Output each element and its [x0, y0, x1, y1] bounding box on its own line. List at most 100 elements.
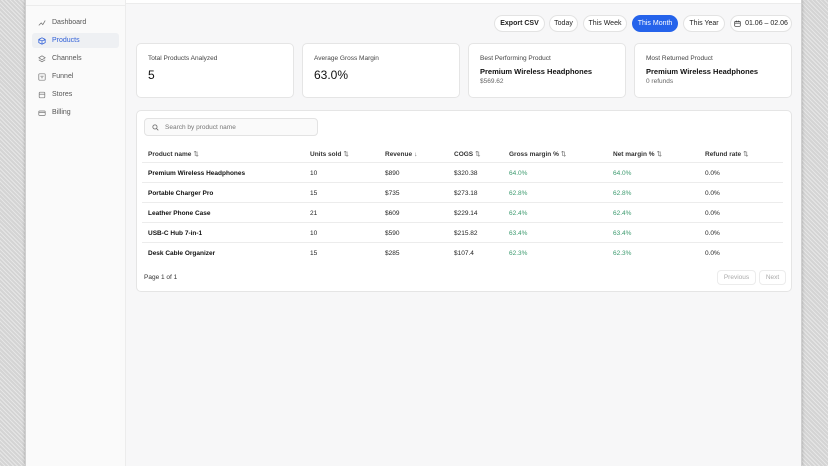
- sidebar-item-label: Billing: [52, 109, 71, 116]
- sidebar-item-billing[interactable]: Billing: [32, 105, 119, 120]
- card-subtext: $569.62: [480, 78, 504, 85]
- next-page-button[interactable]: Next: [759, 270, 786, 285]
- header-divider: [142, 162, 783, 163]
- column-label: Revenue: [385, 150, 413, 158]
- pagination-info: Page 1 of 1: [144, 274, 178, 281]
- column-header-net-margin[interactable]: Net margin % ⇅: [613, 149, 662, 159]
- sidebar-item-channels[interactable]: Channels: [32, 51, 119, 66]
- layers-icon: [38, 54, 46, 62]
- cell-revenue: $890: [385, 169, 400, 177]
- cell-cogs: $273.18: [454, 189, 478, 197]
- cell-net-margin: 62.8%: [613, 189, 632, 197]
- funnel-icon: [38, 72, 46, 81]
- stat-card-best-product: Best Performing Product Premium Wireless…: [468, 43, 626, 98]
- search-input[interactable]: [165, 123, 305, 131]
- stat-card-most-returned: Most Returned Product Premium Wireless H…: [634, 43, 792, 98]
- column-header-product-name[interactable]: Product name ⇅: [148, 149, 199, 159]
- column-label: Product name: [148, 150, 192, 158]
- cell-refund-rate: 0.0%: [705, 229, 720, 237]
- sidebar-item-label: Stores: [52, 91, 73, 98]
- sidebar-item-dashboard[interactable]: Dashboard: [32, 15, 119, 30]
- table-row[interactable]: USB-C Hub 7-in-1 10 $590 $215.82 63.4% 6…: [142, 223, 783, 243]
- sidebar-item-label: Products: [52, 37, 80, 44]
- sort-icon: ⇅: [560, 151, 567, 158]
- sidebar-item-funnel[interactable]: Funnel: [32, 69, 119, 84]
- cell-gross-margin: 63.4%: [509, 229, 528, 237]
- sort-icon: ⇅: [475, 151, 481, 158]
- cell-cogs: $215.82: [454, 229, 478, 237]
- range-this-week-button[interactable]: This Week: [583, 15, 627, 32]
- cell-cogs: $320.38: [454, 169, 478, 177]
- app-window: Dashboard Products Channels Funnel Store…: [25, 0, 802, 466]
- cell-gross-margin: 62.3%: [509, 249, 528, 257]
- previous-page-button[interactable]: Previous: [717, 270, 756, 285]
- sidebar-item-products[interactable]: Products: [32, 33, 119, 48]
- stat-card-total-products: Total Products Analyzed 5: [136, 43, 294, 98]
- cell-net-margin: 64.0%: [613, 169, 632, 177]
- cell-units-sold: 10: [310, 229, 318, 237]
- cell-refund-rate: 0.0%: [705, 169, 720, 177]
- cell-product-name: Premium Wireless Headphones: [148, 169, 246, 177]
- column-label: COGS: [454, 150, 474, 158]
- column-header-refund-rate[interactable]: Refund rate ⇅: [705, 149, 749, 159]
- cell-units-sold: 10: [310, 169, 318, 177]
- table-row[interactable]: Portable Charger Pro 15 $735 $273.18 62.…: [142, 183, 783, 203]
- cell-refund-rate: 0.0%: [705, 249, 720, 257]
- cell-product-name: Portable Charger Pro: [148, 189, 214, 197]
- stat-card-average-gross-margin: Average Gross Margin 63.0%: [302, 43, 460, 98]
- cell-cogs: $229.14: [454, 209, 478, 217]
- cell-gross-margin: 62.8%: [509, 189, 528, 197]
- column-header-revenue[interactable]: Revenue ↓: [385, 149, 417, 159]
- range-today-button[interactable]: Today: [549, 15, 578, 32]
- cell-cogs: $107.4: [454, 249, 474, 257]
- sidebar-item-label: Channels: [52, 55, 82, 62]
- column-header-units-sold[interactable]: Units sold ⇅: [310, 149, 349, 159]
- card-label: Total Products Analyzed: [148, 55, 218, 62]
- date-range-picker[interactable]: 01.06 – 02.06: [730, 15, 792, 32]
- column-header-gross-margin[interactable]: Gross margin % ⇅: [509, 149, 566, 159]
- table-row[interactable]: Premium Wireless Headphones 10 $890 $320…: [142, 163, 783, 183]
- cell-refund-rate: 0.0%: [705, 189, 720, 197]
- export-csv-button[interactable]: Export CSV: [494, 15, 545, 32]
- table-row[interactable]: Leather Phone Case 21 $609 $229.14 62.4%…: [142, 203, 783, 223]
- column-label: Units sold: [310, 150, 342, 158]
- column-label: Gross margin %: [509, 150, 559, 158]
- cell-gross-margin: 62.4%: [509, 209, 528, 217]
- cell-net-margin: 62.3%: [613, 249, 632, 257]
- cell-units-sold: 15: [310, 189, 318, 197]
- cell-refund-rate: 0.0%: [705, 209, 720, 217]
- card-value: 63.0%: [314, 68, 349, 82]
- box-icon: [38, 36, 46, 45]
- cell-units-sold: 21: [310, 209, 318, 217]
- products-table-panel: Product name⇅ Units sold⇅ Revenue↓ COGS⇅…: [136, 110, 792, 292]
- sort-icon: ⇅: [193, 151, 199, 158]
- sidebar-item-stores[interactable]: Stores: [32, 87, 119, 102]
- sort-icon: ⇅: [656, 151, 662, 158]
- search-box[interactable]: [144, 118, 318, 136]
- card-value: 5: [148, 68, 155, 82]
- cell-net-margin: 62.4%: [613, 209, 632, 217]
- range-this-year-button[interactable]: This Year: [683, 15, 725, 32]
- cell-product-name: Desk Cable Organizer: [148, 249, 216, 257]
- sort-icon: ⇅: [743, 151, 749, 158]
- card-subtext: 0 refunds: [646, 78, 674, 85]
- cell-product-name: USB-C Hub 7-in-1: [148, 229, 203, 237]
- card-label: Average Gross Margin: [314, 55, 379, 62]
- cell-revenue: $590: [385, 229, 400, 237]
- card-product-name: Premium Wireless Headphones: [480, 67, 593, 76]
- range-this-month-button[interactable]: This Month: [632, 15, 678, 32]
- cell-revenue: $735: [385, 189, 400, 197]
- store-icon: [38, 91, 46, 98]
- cell-revenue: $609: [385, 209, 400, 217]
- sort-down-icon: ↓: [414, 150, 418, 158]
- card-product-name: Premium Wireless Headphones: [646, 67, 759, 76]
- column-label: Refund rate: [705, 150, 742, 158]
- sidebar: Dashboard Products Channels Funnel Store…: [26, 0, 126, 466]
- main-content: Export CSV Today This Week This Month Th…: [126, 0, 801, 466]
- table-row[interactable]: Desk Cable Organizer 15 $285 $107.4 62.3…: [142, 243, 783, 263]
- cell-revenue: $285: [385, 249, 400, 257]
- cell-product-name: Leather Phone Case: [148, 209, 211, 217]
- column-header-cogs[interactable]: COGS ⇅: [454, 149, 481, 159]
- sort-icon: ⇅: [343, 151, 349, 158]
- cell-units-sold: 15: [310, 249, 318, 257]
